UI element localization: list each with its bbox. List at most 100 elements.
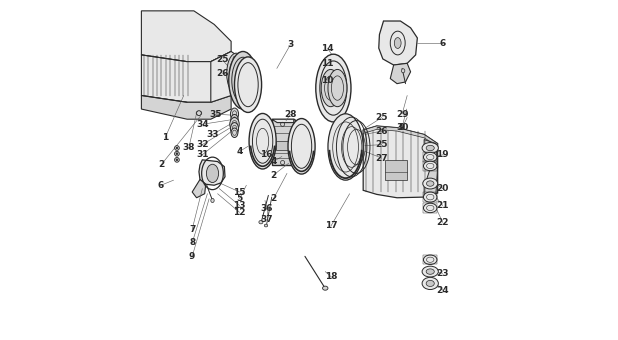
Text: 1: 1 [162,133,168,142]
Ellipse shape [229,51,257,109]
Polygon shape [211,51,241,102]
Ellipse shape [197,111,201,115]
Text: 22: 22 [436,218,449,227]
Text: 27: 27 [376,154,388,163]
Bar [423,192,437,202]
Polygon shape [142,96,231,119]
Ellipse shape [259,220,263,224]
Polygon shape [363,126,438,198]
Ellipse shape [423,178,438,189]
Ellipse shape [230,118,239,131]
Ellipse shape [426,145,434,151]
Ellipse shape [227,53,246,94]
Ellipse shape [231,115,238,125]
Bar [423,203,437,212]
Text: 31: 31 [196,150,209,159]
Ellipse shape [174,151,179,156]
Text: 25: 25 [216,55,229,65]
Ellipse shape [422,266,438,277]
Ellipse shape [321,69,340,107]
Text: 28: 28 [284,109,297,119]
Text: 25: 25 [376,140,388,149]
Text: 3: 3 [287,40,294,49]
Text: 29: 29 [396,109,408,119]
Polygon shape [294,119,299,168]
Text: 24: 24 [436,286,449,295]
Ellipse shape [234,57,261,113]
Text: 35: 35 [210,109,222,119]
Ellipse shape [328,69,347,107]
Ellipse shape [231,108,239,120]
Bar [294,134,300,144]
Text: 9: 9 [399,123,405,132]
Text: 26: 26 [216,69,229,78]
Bar [276,141,289,150]
Bar [423,152,437,162]
Polygon shape [272,119,294,165]
Ellipse shape [206,164,219,183]
Text: 6: 6 [439,38,446,48]
Ellipse shape [423,255,437,265]
Text: 36: 36 [260,204,273,214]
Text: 34: 34 [196,120,209,129]
Text: 23: 23 [436,269,449,278]
Ellipse shape [211,199,214,203]
Ellipse shape [197,111,201,116]
Ellipse shape [426,269,434,274]
Bar [385,160,407,180]
Ellipse shape [426,280,434,287]
Text: 10: 10 [321,76,334,85]
Text: 18: 18 [325,272,337,281]
Text: 11: 11 [321,59,334,68]
Bar [423,161,437,171]
Ellipse shape [328,114,363,180]
Polygon shape [142,11,231,62]
Ellipse shape [265,224,268,227]
Ellipse shape [288,119,315,174]
Text: 8: 8 [189,238,195,247]
Ellipse shape [426,181,434,186]
Text: 2: 2 [270,194,277,203]
Text: 2: 2 [270,171,277,180]
Text: 5: 5 [237,194,243,203]
Ellipse shape [174,157,179,162]
Text: 4: 4 [237,147,243,156]
Ellipse shape [176,153,178,155]
Text: 17: 17 [324,221,337,231]
Text: 14: 14 [321,44,334,53]
Ellipse shape [323,286,328,290]
Text: 21: 21 [436,201,449,210]
Ellipse shape [394,38,401,48]
Ellipse shape [249,114,276,169]
Text: 25: 25 [376,113,388,122]
Text: 19: 19 [436,150,449,159]
Ellipse shape [423,192,437,202]
Text: 38: 38 [182,143,195,153]
Ellipse shape [231,123,239,135]
Polygon shape [379,21,417,65]
Text: 6: 6 [158,181,164,190]
Ellipse shape [316,54,351,122]
Text: 20: 20 [436,184,449,193]
Ellipse shape [423,152,437,162]
Text: 9: 9 [189,252,195,261]
Text: 15: 15 [234,187,246,197]
Polygon shape [192,180,206,198]
Polygon shape [424,139,438,197]
Bar [423,255,437,265]
Ellipse shape [174,146,179,150]
Text: 7: 7 [189,225,195,234]
Ellipse shape [231,128,238,137]
Polygon shape [199,160,225,185]
Text: 4: 4 [270,157,277,166]
Ellipse shape [422,277,438,290]
Ellipse shape [176,147,178,149]
Ellipse shape [422,142,438,153]
Text: 30: 30 [396,123,408,132]
Text: 26: 26 [376,126,388,136]
Text: 32: 32 [196,140,209,149]
Polygon shape [390,63,410,84]
Polygon shape [142,51,231,102]
Polygon shape [363,126,438,146]
Text: 2: 2 [158,160,164,169]
